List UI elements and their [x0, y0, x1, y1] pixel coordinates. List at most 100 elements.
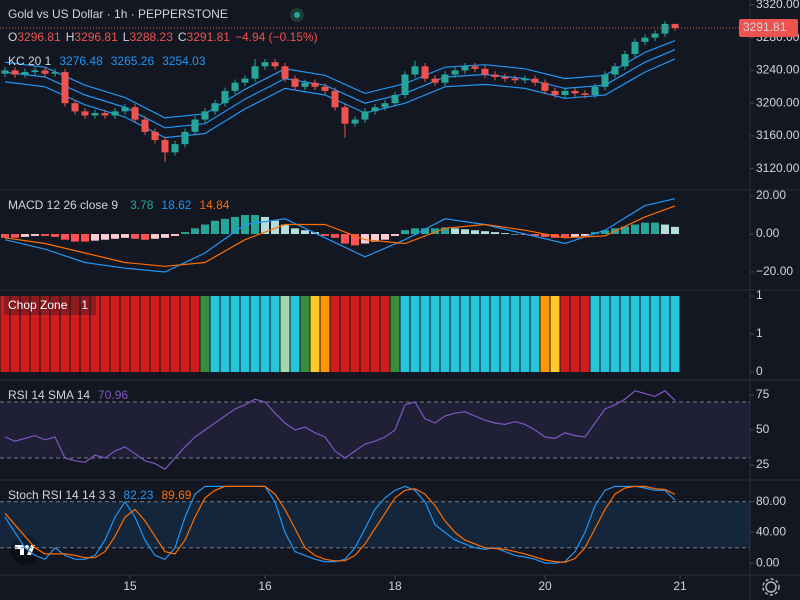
histogram-bar	[331, 234, 339, 238]
chop-bar	[80, 296, 90, 373]
candle-body	[181, 131, 189, 145]
candle-body	[101, 113, 109, 116]
histogram-bar	[531, 234, 539, 236]
chop-bar	[50, 296, 60, 373]
market-status-icon[interactable]	[290, 8, 304, 22]
last-price-label: 3291.81	[743, 20, 787, 34]
legend-item: RSI 14 SMA 14	[8, 388, 90, 402]
candle-body	[541, 82, 549, 91]
chop-bar	[490, 296, 500, 373]
histogram-bar	[81, 234, 89, 242]
chop-bar	[30, 296, 40, 373]
chop-bar	[370, 296, 380, 373]
histogram-bar	[381, 234, 389, 240]
histogram-bar	[391, 234, 399, 236]
legend-item: 3291.81	[187, 30, 231, 44]
legend-item: 3296.81	[17, 30, 61, 44]
candle-body	[41, 70, 49, 74]
histogram-bar	[141, 234, 149, 240]
chop-bar	[180, 296, 190, 373]
status-dot	[294, 12, 300, 18]
histogram-bar	[181, 232, 189, 235]
chop-bar	[70, 296, 80, 373]
settings-gear[interactable]	[762, 578, 780, 596]
y-tick-label: 40.00	[756, 525, 786, 539]
candle-body	[511, 78, 519, 81]
chop-bar	[190, 296, 200, 373]
legend-item: −4.94 (−0.15%)	[235, 30, 318, 44]
candle-body	[461, 66, 469, 71]
y-tick-label: 0.00	[756, 555, 780, 569]
chop-bar	[660, 296, 670, 373]
chop-bar	[630, 296, 640, 373]
legend-item: H	[66, 30, 75, 44]
legend-item: KC 20 1	[8, 54, 52, 68]
y-tick-label: 75	[756, 387, 770, 401]
chop-bar	[420, 296, 430, 373]
candle-body	[431, 78, 439, 83]
chop-bar	[130, 296, 140, 373]
candle-body	[191, 119, 199, 132]
histogram-bar	[581, 234, 589, 236]
candle-body	[141, 119, 149, 132]
candle-body	[381, 103, 389, 108]
candle-body	[1, 70, 9, 74]
candle-body	[661, 23, 669, 34]
candle-body	[211, 103, 219, 112]
y-tick-label: 25	[756, 457, 770, 471]
candle-body	[641, 37, 649, 42]
candle-body	[11, 70, 19, 75]
candle-body	[361, 111, 369, 120]
legend-item: 3.78	[130, 198, 154, 212]
legend-item: 70.96	[98, 388, 128, 402]
histogram-bar	[641, 222, 649, 235]
histogram-bar	[291, 228, 299, 235]
x-tick-label: 15	[123, 579, 137, 593]
chop-bar	[280, 296, 290, 373]
histogram-bar	[61, 234, 69, 240]
chop-bar	[650, 296, 660, 373]
chop-bar	[60, 296, 70, 373]
candle-body	[221, 90, 229, 104]
logo-circle	[10, 535, 40, 565]
legend-item: 18.62	[161, 198, 191, 212]
legend-item: 89.69	[161, 488, 191, 502]
chop-bar	[390, 296, 400, 373]
legend-item: 1	[81, 298, 88, 312]
legend-item: 3296.81	[74, 30, 118, 44]
chop-bar	[290, 296, 300, 373]
candle-body	[171, 144, 179, 153]
chop-bar	[230, 296, 240, 373]
histogram-bar	[511, 234, 519, 235]
histogram-bar	[261, 216, 269, 235]
candle-body	[201, 111, 209, 120]
histogram-bar	[21, 234, 29, 237]
histogram-bar	[411, 228, 419, 235]
legend: O3296.81 H3296.81 L3288.23 C3291.81 −4.94 (−…	[8, 30, 318, 44]
chop-bar	[40, 296, 50, 373]
histogram-bar	[371, 234, 379, 242]
candle-body	[291, 78, 299, 87]
candle-body	[111, 111, 119, 116]
chop-bar	[10, 296, 20, 373]
legend: RSI 14 SMA 14 70.96	[8, 388, 128, 402]
histogram-bar	[251, 215, 259, 235]
chop-bar	[600, 296, 610, 373]
chop-bar	[20, 296, 30, 373]
candle-body	[301, 82, 309, 87]
candle-body	[621, 54, 629, 67]
histogram-bar	[431, 228, 439, 235]
histogram-bar	[221, 218, 229, 235]
candle-body	[31, 70, 39, 73]
chop-bar	[350, 296, 360, 373]
indicator-line	[4, 205, 676, 267]
chop-bar	[320, 296, 330, 373]
pane: 3120.003160.003200.003240.003280.003320.…	[0, 0, 800, 175]
candle-body	[601, 74, 609, 87]
candle-body	[51, 72, 59, 74]
gear-teeth	[762, 578, 780, 596]
y-tick-label: 80.00	[756, 494, 786, 508]
chop-bar	[210, 296, 220, 373]
chop-bar	[610, 296, 620, 373]
legend-backdrop	[4, 295, 96, 315]
